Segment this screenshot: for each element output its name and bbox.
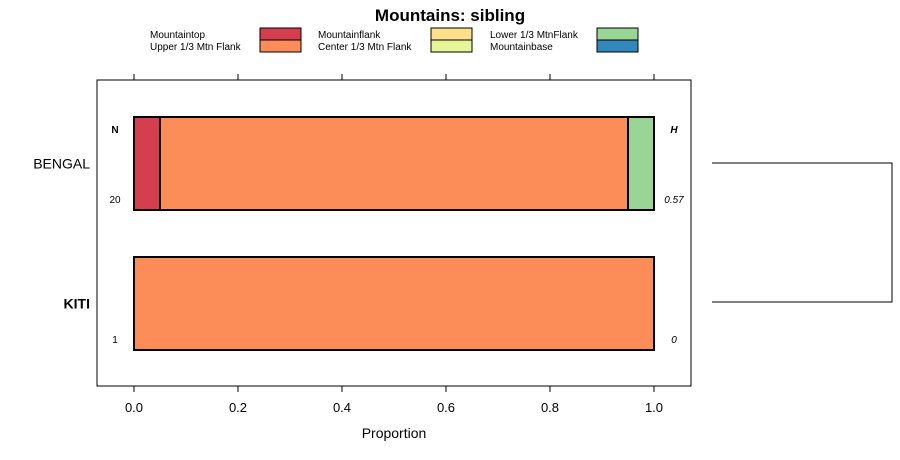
plot-panel (96, 79, 692, 387)
bar-segment (159, 116, 629, 211)
legend-swatch (596, 39, 639, 53)
dendrogram (712, 162, 893, 303)
category-label: BENGAL (33, 156, 90, 172)
x-tick-label: 0.0 (125, 400, 143, 415)
bar-segment (133, 116, 161, 211)
x-tick-label: 0.2 (229, 400, 247, 415)
bar-segment (133, 256, 655, 351)
legend-label: Mountaintop (150, 30, 205, 41)
bars (133, 116, 655, 351)
x-axis-label: Proportion (362, 425, 427, 441)
chart-title: Mountains: sibling (375, 6, 525, 25)
x-tick-label: 1.0 (645, 400, 663, 415)
legend-label: Lower 1/3 MtnFlank (490, 30, 579, 41)
row-labels: BENGAL 20 0.57 KITI 1 0 (33, 156, 684, 347)
x-tick-label: 0.8 (541, 400, 559, 415)
h-value: 0.57 (664, 195, 684, 206)
legend-label: Mountainflank (318, 30, 381, 41)
legend-swatch (259, 39, 302, 53)
legend-label: Upper 1/3 Mtn Flank (150, 42, 242, 53)
n-column-header: N (111, 125, 118, 136)
legend-swatch (259, 27, 302, 41)
x-tick-label: 0.6 (437, 400, 455, 415)
legend-label: Mountainbase (490, 42, 553, 53)
legend-swatch (430, 27, 473, 41)
legend-label: Center 1/3 Mtn Flank (318, 42, 412, 53)
x-tick-label: 0.4 (333, 400, 351, 415)
n-value: 1 (112, 335, 118, 346)
legend-swatch (596, 27, 639, 41)
category-label: KITI (64, 296, 90, 312)
bar-segment (627, 116, 655, 211)
h-value: 0 (671, 335, 677, 346)
n-value: 20 (109, 195, 121, 206)
x-axis: 0.0 0.2 0.4 0.6 0.8 1.0 (125, 74, 663, 415)
h-column-header: H (670, 125, 678, 136)
legend-swatch (430, 39, 473, 53)
